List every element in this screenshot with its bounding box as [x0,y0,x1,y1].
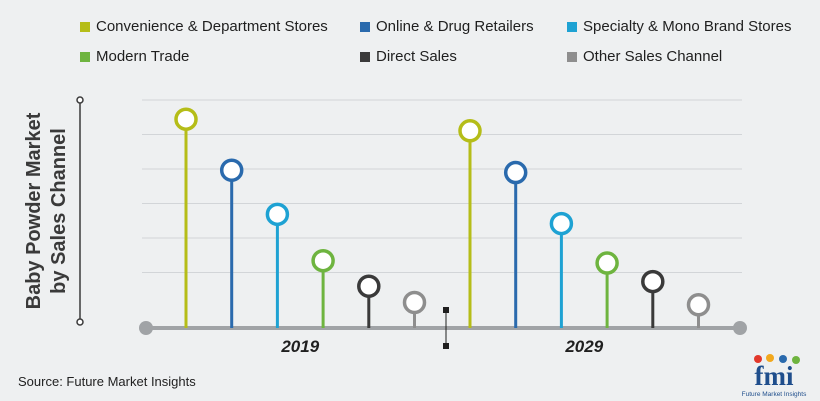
legend-item-6: Other Sales Channel [567,48,722,65]
lollipop-head [549,211,574,236]
y-axis-title: Baby Powder Market by Sales Channel [23,112,70,309]
legend: Convenience & Department Stores Online & … [0,0,820,80]
y-axis-title-line-2: by Sales Channel [48,128,70,294]
lollipop-head [219,158,244,182]
legend-swatch [360,21,370,32]
x-axis-end-left [139,321,153,335]
legend-label: Online & Drug Retailers [376,18,534,35]
lollipop-head [595,251,619,275]
x-axis-end-right [733,321,747,335]
legend-item-1: Convenience & Department Stores [80,18,328,35]
y-axis-cap-top [76,96,84,104]
source-note: Source: Future Market Insights [18,374,196,389]
legend-label: Direct Sales [376,48,457,65]
legend-swatch [360,51,370,62]
lollipop-head [503,160,528,185]
legend-item-3: Specialty & Mono Brand Stores [567,18,791,35]
group-divider-cap-bottom [443,343,449,349]
y-axis-title-line-1: Baby Powder Market [23,112,45,309]
legend-swatch [567,51,577,62]
lollipop-head [265,202,290,227]
chart-plot: 2019 2029 [76,96,747,356]
lollipop-head [174,107,198,131]
group-divider-cap-top [443,307,449,313]
legend-item-4: Modern Trade [80,48,189,65]
x-tick-label: 2029 [564,337,603,356]
y-axis-cap-bottom [76,318,84,326]
legend-label: Specialty & Mono Brand Stores [583,18,792,35]
lollipop-head [458,119,482,143]
lollipop-head [686,293,711,317]
legend-item-2: Online & Drug Retailers [360,18,534,35]
logo-tagline: Future Market Insights [742,391,807,398]
legend-label: Convenience & Department Stores [96,18,328,35]
x-tick-label: 2019 [280,337,319,356]
fmi-logo: fmi Future Market Insights [742,354,807,398]
lollipop-head [311,248,335,273]
legend-label: Other Sales Channel [583,48,723,65]
lollipop-head [357,274,381,298]
legend-swatch [80,21,90,32]
logo-wordmark: fmi [755,361,794,391]
lollipop-head [641,269,665,294]
legend-swatch [80,51,90,62]
legend-swatch [567,21,577,32]
legend-label: Modern Trade [96,48,190,65]
lollipop-head [402,290,427,315]
legend-item-5: Direct Sales [360,48,457,65]
